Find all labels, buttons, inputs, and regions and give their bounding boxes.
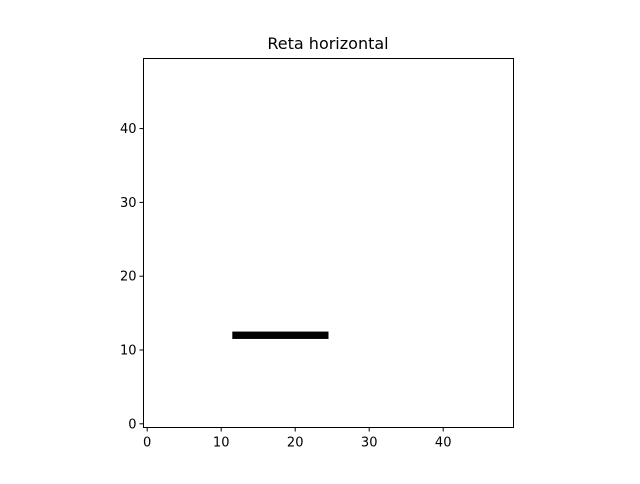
x-tick-label: 20: [287, 436, 304, 451]
y-axis: 0 10 20 30 40: [120, 122, 144, 432]
y-tick-label: 0: [128, 417, 136, 432]
x-tick-label: 0: [143, 436, 151, 451]
y-tick-label: 20: [120, 270, 137, 285]
plot-frame: [143, 58, 514, 428]
x-tick-label: 10: [213, 436, 230, 451]
x-tick-label: 40: [435, 436, 452, 451]
plot-area: [143, 58, 514, 428]
horizontal-line-segment: [232, 331, 329, 339]
y-tick-label: 10: [120, 344, 137, 359]
y-tick-label: 30: [120, 196, 137, 211]
x-axis: 0 10 20 30 40: [143, 427, 452, 451]
x-tick-label: 30: [361, 436, 378, 451]
y-tick-label: 40: [120, 122, 137, 137]
chart-title: Reta horizontal: [267, 34, 388, 53]
data-marks: [232, 331, 329, 339]
